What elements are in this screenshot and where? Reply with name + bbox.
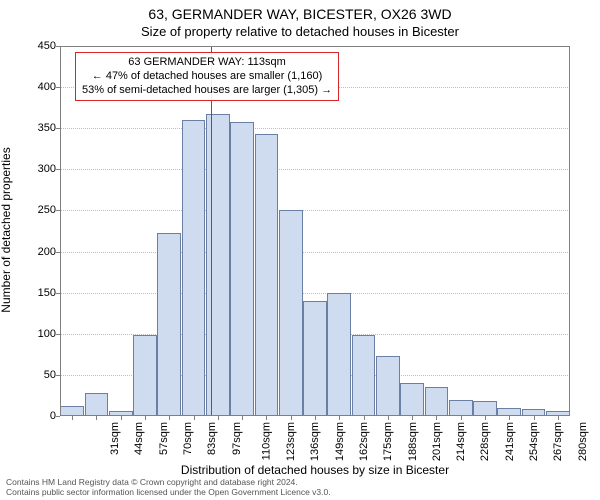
y-tick-label: 0 bbox=[16, 410, 56, 422]
y-tick-label: 450 bbox=[16, 40, 56, 52]
x-tick-label: 149sqm bbox=[334, 422, 346, 461]
y-tick-label: 250 bbox=[16, 204, 56, 216]
x-tick-label: 228sqm bbox=[480, 422, 492, 461]
x-tick-label: 123sqm bbox=[285, 422, 297, 461]
plot-border bbox=[60, 46, 570, 416]
annotation-box: 63 GERMANDER WAY: 113sqm ← 47% of detach… bbox=[75, 52, 339, 101]
y-tick-label: 50 bbox=[16, 369, 56, 381]
chart-container: 63, GERMANDER WAY, BICESTER, OX26 3WD Si… bbox=[0, 0, 600, 500]
y-tick-label: 100 bbox=[16, 328, 56, 340]
annotation-line: 53% of semi-detached houses are larger (… bbox=[82, 84, 332, 98]
x-tick-label: 97sqm bbox=[231, 422, 243, 455]
x-tick-label: 44sqm bbox=[133, 422, 145, 455]
x-tick-label: 31sqm bbox=[109, 422, 121, 455]
y-tick-label: 300 bbox=[16, 163, 56, 175]
x-axis-label: Distribution of detached houses by size … bbox=[60, 463, 570, 477]
chart-subtitle: Size of property relative to detached ho… bbox=[0, 24, 600, 39]
annotation-line: ← 47% of detached houses are smaller (1,… bbox=[82, 70, 332, 84]
x-tick-label: 280sqm bbox=[577, 422, 589, 461]
y-tick-label: 350 bbox=[16, 122, 56, 134]
x-tick-label: 110sqm bbox=[260, 422, 272, 460]
x-tick-label: 241sqm bbox=[504, 422, 516, 461]
x-tick-label: 162sqm bbox=[358, 422, 370, 461]
footer-line: Contains public sector information licen… bbox=[6, 488, 331, 498]
x-tick-label: 188sqm bbox=[407, 422, 419, 461]
x-tick-label: 70sqm bbox=[182, 422, 194, 455]
footer-attribution: Contains HM Land Registry data © Crown c… bbox=[6, 478, 331, 498]
annotation-line: 63 GERMANDER WAY: 113sqm bbox=[82, 56, 332, 70]
y-axis-label: Number of detached properties bbox=[0, 147, 13, 312]
x-tick-label: 214sqm bbox=[455, 422, 467, 461]
y-tick-label: 400 bbox=[16, 81, 56, 93]
x-tick-label: 201sqm bbox=[431, 422, 443, 461]
x-tick-label: 136sqm bbox=[310, 422, 322, 461]
chart-title: 63, GERMANDER WAY, BICESTER, OX26 3WD bbox=[0, 6, 600, 22]
x-tick-label: 83sqm bbox=[206, 422, 218, 455]
y-tick-label: 200 bbox=[16, 246, 56, 258]
y-tick-label: 150 bbox=[16, 287, 56, 299]
x-tick-label: 267sqm bbox=[552, 422, 564, 461]
x-tick-label: 175sqm bbox=[382, 422, 394, 461]
x-tick-label: 57sqm bbox=[158, 422, 170, 455]
x-tick-label: 254sqm bbox=[528, 422, 540, 461]
plot-area: 63 GERMANDER WAY: 113sqm ← 47% of detach… bbox=[60, 46, 570, 416]
